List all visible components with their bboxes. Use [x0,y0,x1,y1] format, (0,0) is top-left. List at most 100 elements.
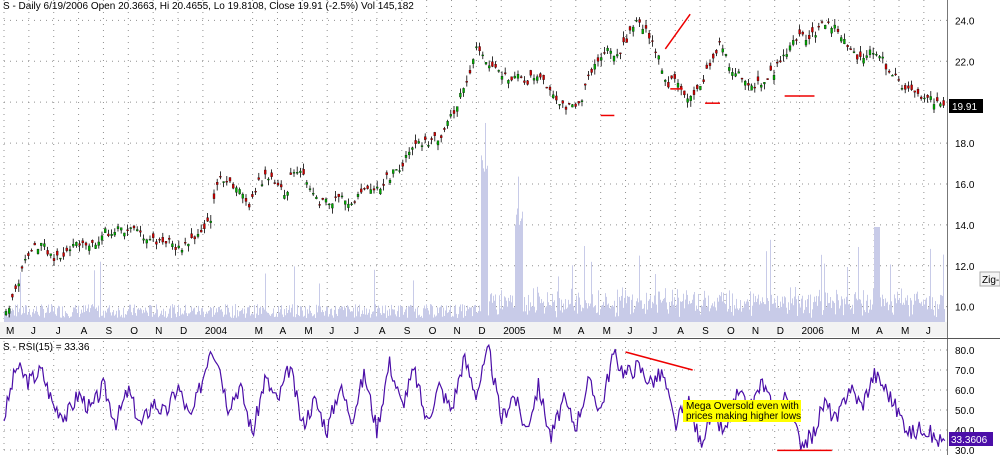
volume-bar [852,304,853,322]
candle-body [414,140,417,144]
volume-bar [22,313,23,322]
candle-body [529,70,532,76]
candle-body [491,61,494,67]
volume-bar [598,290,599,322]
candle-body [593,64,596,70]
volume-bar [779,308,780,322]
volume-bar [484,171,485,322]
volume-bar [816,295,817,322]
candle-body [737,71,740,74]
volume-bar [113,310,114,322]
volume-bar [564,309,565,322]
volume-bar [918,299,919,322]
candle-body [539,73,542,78]
volume-bar [329,314,330,322]
volume-bar [873,288,874,322]
volume-bar [611,306,612,322]
volume-bar [584,245,585,322]
volume-bar [367,314,368,322]
candle-body [763,82,766,85]
candle-body [155,241,158,245]
volume-bar [500,308,501,322]
volume-bar [247,307,248,322]
volume-bar [156,304,157,322]
volume-bar [128,309,129,322]
time-tick-label: A [81,326,88,337]
volume-bar [459,306,460,322]
volume-bar [216,308,217,322]
volume-bar [240,311,241,322]
volume-bar [505,297,506,322]
volume-bar [166,317,167,322]
volume-bar [792,298,793,322]
volume-bar [427,307,428,322]
volume-bar [152,316,153,322]
volume-bar [746,301,747,322]
candle-body [852,51,856,53]
candle-body [411,147,414,150]
time-axis: M J J A S O N D 2004 M A M J J A S O N D 2005 M A M J J A S O N D 2006… [0,322,947,337]
volume-bar [558,276,559,322]
volume-bar [722,301,723,322]
volume-bar [621,295,622,322]
volume-bar [923,299,924,322]
volume-bar [806,307,807,322]
volume-bar [834,303,835,322]
volume-bar [537,286,538,322]
volume-bar [471,307,472,322]
volume-bar [743,307,744,322]
volume-bar [176,317,177,322]
volume-bar [673,304,674,322]
volume-bar [325,310,326,322]
rsi-tick-label: 60.0 [955,386,975,397]
volume-bar [556,317,557,322]
volume-bar [571,288,572,322]
candle-body [100,235,104,241]
volume-bar [421,315,422,322]
volume-bar [447,312,448,322]
volume-bar [493,295,494,322]
volume-bar [191,306,192,322]
candle-body [292,172,296,174]
candle-body [225,181,228,183]
candle-body [744,80,747,86]
volume-bar [91,305,92,322]
volume-bar [927,309,928,322]
volume-bar [799,303,800,322]
volume-bar [625,290,626,322]
candle-body [660,70,664,74]
volume-bar [693,294,694,322]
volume-bar [65,311,66,322]
candle-body [596,57,600,62]
volume-bar [920,303,921,322]
volume-bar [612,305,613,322]
volume-bar [647,309,648,322]
candle-body [728,67,731,71]
candle-body [904,85,907,90]
volume-bar [425,308,426,322]
volume-bar [57,308,58,322]
volume-bar [287,313,288,322]
volume-bar [67,313,68,322]
volume-bar [789,309,790,322]
price-tick-label: 12.0 [955,262,975,273]
volume-bar [297,305,298,322]
volume-bar [837,294,838,322]
volume-bar [294,266,295,322]
time-tick-label: J [56,326,61,337]
volume-bar [707,306,708,322]
candle-body [62,252,65,257]
volume-bar [442,316,443,322]
volume-bar [494,300,495,322]
volume-bar [77,312,78,322]
volume-bar [315,317,316,322]
volume-bar [305,306,306,322]
volume-bar [539,296,540,322]
volume-bar [190,312,191,322]
volume-bar [101,315,102,322]
candle-body [145,239,148,244]
volume-bar [672,289,673,322]
volume-bar [658,291,659,322]
volume-bar [432,306,433,322]
volume-bar [138,308,139,322]
